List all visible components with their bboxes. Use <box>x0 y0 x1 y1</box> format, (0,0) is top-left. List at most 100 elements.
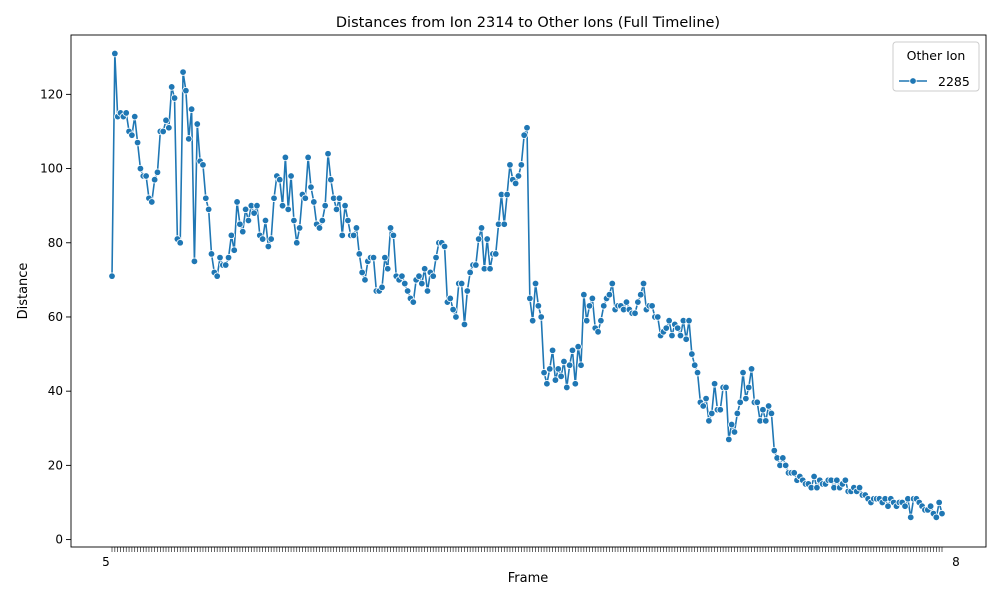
data-point <box>378 283 386 291</box>
data-point <box>767 409 776 418</box>
x-tick-label-first: 5 <box>102 555 110 569</box>
data-point <box>352 224 361 232</box>
data-point <box>938 509 946 518</box>
data-point <box>355 250 363 258</box>
data-point <box>167 83 176 91</box>
data-point <box>639 279 648 288</box>
plot-frame <box>70 34 987 548</box>
data-point <box>250 209 258 217</box>
y-tick-label: 120 <box>40 87 63 101</box>
data-point <box>500 220 508 228</box>
data-point <box>753 398 761 406</box>
data-point <box>128 131 136 139</box>
data-point <box>517 161 526 169</box>
data-point <box>759 406 767 414</box>
legend: Other Ion 2285 <box>892 41 980 92</box>
data-point <box>466 268 474 277</box>
legend-label-2285: 2285 <box>938 74 970 89</box>
data-point <box>597 316 605 325</box>
data-point <box>901 502 909 510</box>
data-point <box>452 313 460 321</box>
data-point <box>833 476 841 484</box>
data-point <box>389 231 398 240</box>
data-point <box>301 194 309 202</box>
data-point <box>310 198 318 206</box>
data-point <box>165 124 173 132</box>
data-point <box>537 313 545 321</box>
data-point <box>733 409 742 418</box>
data-point <box>398 272 406 280</box>
data-point <box>415 272 423 280</box>
data-point <box>386 224 395 232</box>
data-point <box>148 198 156 206</box>
data-point <box>699 402 707 410</box>
data-point <box>111 49 119 58</box>
data-point <box>884 502 892 510</box>
data-point <box>585 302 594 310</box>
data-point <box>747 365 756 373</box>
y-axis-label: Distance <box>16 263 31 320</box>
data-point <box>926 502 935 510</box>
data-point <box>207 250 216 258</box>
data-point <box>401 279 409 288</box>
data-point <box>543 380 551 388</box>
data-point <box>159 127 167 136</box>
data-point <box>284 205 292 214</box>
data-point <box>381 253 389 262</box>
data-point <box>185 135 193 143</box>
data-point <box>722 383 730 392</box>
data-point <box>648 302 656 310</box>
data-point <box>307 183 315 191</box>
data-point <box>244 216 253 225</box>
data-point <box>182 86 190 95</box>
data-point <box>708 409 716 418</box>
data-point <box>600 302 608 310</box>
data-point <box>108 272 116 280</box>
data-point <box>745 383 753 392</box>
data-point <box>423 287 432 295</box>
data-point <box>278 201 287 210</box>
data-point <box>702 394 710 403</box>
data-point <box>730 428 739 436</box>
data-point <box>241 205 250 214</box>
data-point <box>492 250 500 258</box>
data-point <box>907 513 915 522</box>
data-point <box>270 194 278 202</box>
data-point <box>631 309 639 317</box>
data-point <box>136 164 145 173</box>
data-point <box>514 172 523 180</box>
data-point <box>932 513 941 522</box>
data-point <box>463 287 472 295</box>
data-point <box>332 205 341 214</box>
data-point <box>204 205 213 214</box>
data-point <box>318 216 327 225</box>
data-point <box>236 220 244 228</box>
data-point <box>338 231 346 240</box>
data-point <box>668 331 676 340</box>
data-point <box>716 406 724 414</box>
data-point <box>457 279 466 288</box>
data-point <box>531 279 540 288</box>
data-point <box>486 265 494 273</box>
data-point <box>534 302 543 310</box>
data-point <box>315 224 324 232</box>
x-tick-label-last: 8 <box>952 555 960 569</box>
data-point <box>224 253 233 262</box>
data-point <box>474 235 483 243</box>
data-point <box>506 161 514 169</box>
data-point <box>762 417 770 425</box>
data-point <box>460 320 469 329</box>
data-point <box>131 112 139 121</box>
data-point <box>691 361 699 369</box>
legend-marker-2285 <box>909 77 917 85</box>
data-point <box>588 294 597 303</box>
data-point <box>281 153 290 162</box>
data-point <box>634 298 642 306</box>
data-point <box>693 368 702 377</box>
data-point <box>227 231 236 240</box>
series-line-2285 <box>111 52 943 519</box>
data-point <box>122 109 130 117</box>
data-point <box>150 175 159 184</box>
data-point <box>142 172 150 180</box>
